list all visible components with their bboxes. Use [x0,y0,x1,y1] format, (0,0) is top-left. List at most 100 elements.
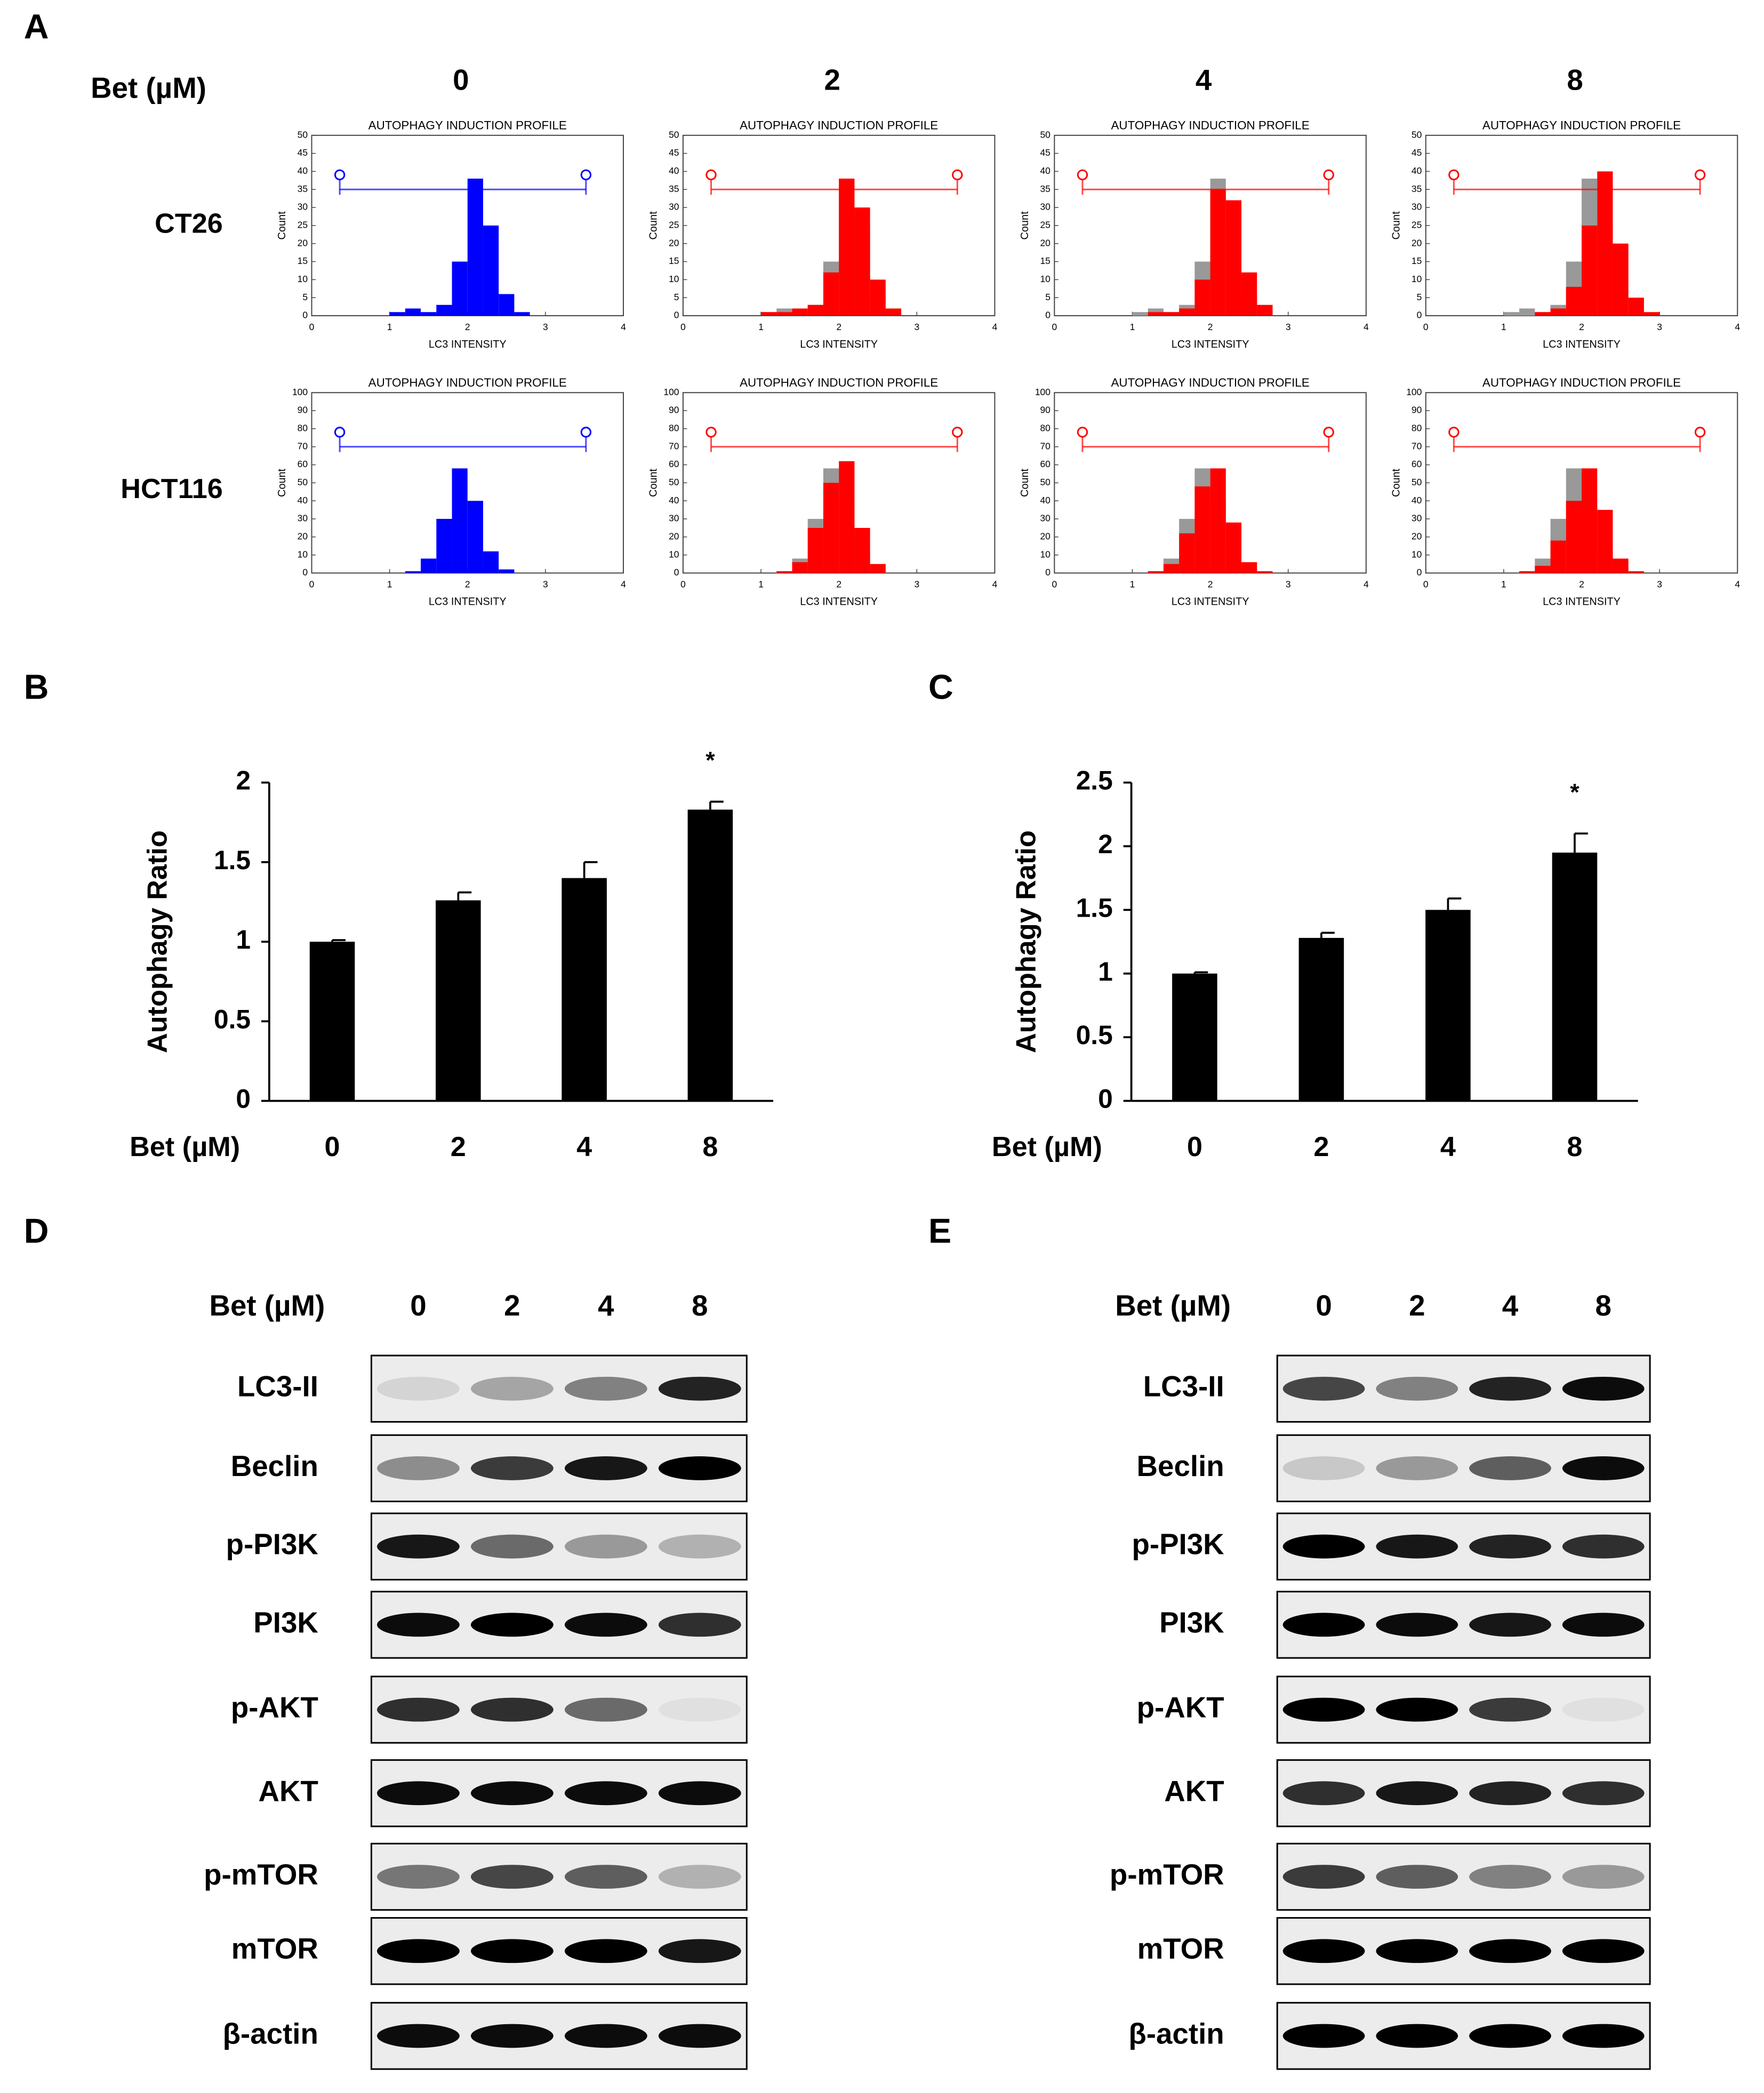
band [1376,1865,1458,1889]
histogram-bin [1535,566,1551,573]
histogram-bin [1148,571,1164,573]
y-tick-label: 20 [1412,531,1422,542]
x-tick-label: 2 [1208,579,1213,590]
x-axis-label: LC3 INTENSITY [800,339,878,350]
x-tick-label: 2 [1208,322,1213,332]
panel-label: C [928,668,953,707]
gate-marker [1448,427,1460,438]
histogram-bin [1613,243,1629,316]
histogram-bin [452,261,468,316]
y-tick-label: 5 [1417,292,1422,302]
y-tick-label: 2.5 [1076,766,1113,796]
y-tick-label: 35 [1412,183,1422,194]
histogram-bin [405,308,421,316]
x-tick-label: 1 [1130,322,1135,332]
y-tick-label: 60 [1040,459,1051,469]
band [564,1697,647,1722]
y-axis-label: Autophagy Ratio [142,830,173,1053]
y-tick-label: 2 [236,766,251,796]
histogram-bin [483,225,499,316]
x-axis-label: LC3 INTENSITY [1543,596,1621,608]
histogram-title: AUTOPHAGY INDUCTION PROFILE [740,118,938,132]
band [376,1534,460,1559]
y-axis-label: Count [1390,211,1402,240]
y-tick-label: 25 [669,220,679,230]
gate-marker [705,169,717,181]
y-tick-label: 90 [1040,405,1051,415]
histogram-bin [1194,279,1210,316]
x-tick-label: 1 [758,579,764,590]
x-tick-label: 2 [836,579,841,590]
y-tick-label: 35 [669,183,679,194]
y-tick-label: 35 [1040,183,1051,194]
band [470,1613,554,1637]
histogram-bin [1225,200,1242,316]
x-axis-label: LC3 INTENSITY [1172,596,1249,608]
band [470,1534,554,1559]
y-tick-label: 70 [669,440,679,451]
y-tick-label: 15 [1412,255,1422,266]
histogram-bin [452,468,468,573]
x-tick-label: 4 [992,322,998,332]
lane-label: 2 [1409,1289,1425,1322]
histogram-bin [870,564,886,573]
histogram-bin [1179,533,1195,573]
y-tick-label: 90 [669,405,679,415]
band [1282,1781,1365,1806]
histogram-bin [1582,225,1598,316]
y-tick-label: 20 [1040,531,1051,542]
x-tick-label: 2 [465,579,470,590]
y-tick-label: 40 [1040,495,1051,506]
y-tick-label: 50 [1412,129,1422,140]
y-tick-label: 40 [298,165,308,176]
protein-label: AKT [1164,1774,1224,1807]
x-tick-label: 2 [1313,1132,1329,1162]
y-tick-label: 5 [1045,292,1051,302]
y-tick-label: 60 [1412,459,1422,469]
band [1562,1456,1645,1480]
y-tick-label: 0 [1098,1084,1113,1114]
x-tick-label: 0 [1052,579,1057,590]
protein-label: p-mTOR [204,1858,318,1891]
y-tick-label: 10 [298,274,308,284]
histogram-bin [421,312,437,316]
y-tick-label: 0 [1417,567,1422,578]
band [658,1697,741,1722]
y-tick-label: 40 [1412,165,1422,176]
histogram-bin [761,312,777,316]
histogram-title: AUTOPHAGY INDUCTION PROFILE [368,118,567,132]
band [470,1697,554,1722]
x-tick-label: 4 [1735,322,1740,332]
histogram-bin [1163,312,1180,316]
y-tick-label: 1 [1098,957,1113,987]
y-tick-label: 80 [669,423,679,434]
protein-label: PI3K [253,1606,318,1639]
band [1282,1534,1365,1559]
band [1469,1376,1551,1401]
histogram-bin [870,279,886,316]
band [376,1376,460,1401]
lane-label: 8 [1595,1289,1611,1322]
histogram-bin [1210,189,1226,316]
lane-label: 0 [1316,1289,1332,1322]
y-axis-label: Count [1019,468,1031,497]
x-axis-label: Bet (µM) [130,1132,240,1162]
y-tick-label: 100 [1406,387,1422,397]
y-tick-label: 0.5 [214,1004,251,1034]
band [376,1456,460,1480]
protein-label: β-actin [1128,2017,1224,2050]
histogram-bin [421,558,437,573]
x-tick-label: 0 [1423,579,1429,590]
histogram-bin [1210,468,1226,573]
histogram-bin [776,312,792,316]
y-tick-label: 30 [669,513,679,524]
band [376,1939,460,1963]
lane-label: 4 [598,1289,614,1322]
y-tick-label: 40 [1040,165,1051,176]
histogram-bin [1582,468,1598,573]
protein-label: Beclin [231,1449,318,1482]
y-tick-label: 10 [1412,274,1422,284]
band [470,1939,554,1963]
y-tick-label: 1.5 [1076,893,1113,923]
x-tick-label: 4 [1364,322,1369,332]
